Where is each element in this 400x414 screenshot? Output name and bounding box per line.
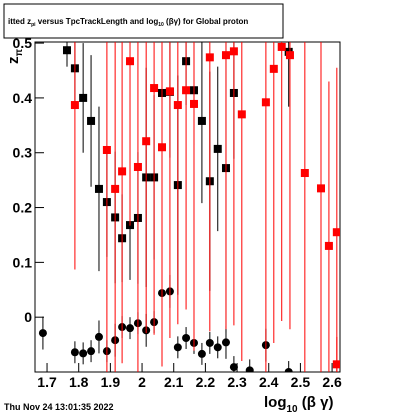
data-point (189, 99, 198, 108)
y-tick-label: 0.5 (13, 35, 33, 51)
data-point (205, 338, 214, 347)
x-tick-label: 2 (138, 374, 146, 390)
data-point (316, 184, 325, 193)
data-point (165, 87, 174, 96)
x-tick-label: 1.8 (69, 374, 89, 390)
title-part: versus TpcTrackLength and log (36, 17, 159, 26)
data-point (213, 144, 222, 153)
data-point (205, 53, 214, 62)
data-point (324, 241, 333, 250)
data-point (150, 84, 159, 93)
data-point (221, 338, 230, 347)
x-tick-label: 2.4 (259, 374, 279, 390)
x-label-sub: 10 (287, 404, 299, 414)
data-point (261, 98, 270, 107)
y-tick-label: 0 (24, 309, 32, 325)
data-point (94, 184, 103, 193)
x-label-part: (β γ) (298, 394, 334, 411)
data-point (87, 116, 96, 125)
axes: 1.7 1.8 1.9 2 2.1 2.2 2.3 2.4 2.5 2.6 0 0.1 0.2 0.3 0.… (13, 35, 342, 390)
y-label-part: z (5, 57, 22, 65)
data-point (94, 332, 103, 341)
data-point (62, 46, 71, 55)
y-tick-label: 0.2 (13, 200, 33, 216)
data-point (300, 169, 309, 178)
data-point (245, 366, 254, 372)
title-sub: 10 (158, 22, 164, 28)
data-area (38, 42, 340, 372)
title-box (3, 3, 284, 39)
data-point (284, 368, 293, 372)
data-point (133, 162, 142, 171)
data-point (221, 51, 230, 60)
data-point (126, 57, 135, 66)
data-point (173, 101, 182, 110)
data-point (158, 143, 167, 152)
x-tick-label: 2.1 (164, 374, 184, 390)
data-point (118, 167, 127, 176)
x-tick-label: 2.2 (196, 374, 216, 390)
y-tick-label: 0.4 (13, 90, 33, 106)
data-point (70, 101, 79, 110)
x-tick-label: 2.6 (322, 374, 342, 390)
x-label-part: log (264, 394, 287, 411)
data-point (182, 86, 191, 95)
data-point (70, 348, 79, 357)
data-point (197, 349, 206, 358)
x-tick-label: 2.3 (227, 374, 247, 390)
y-label-sub: π (14, 49, 25, 57)
data-point (142, 137, 151, 146)
data-point (197, 116, 206, 125)
data-point (237, 110, 246, 119)
data-point (182, 334, 191, 343)
data-point (38, 329, 47, 338)
data-point (229, 363, 238, 372)
data-point (87, 347, 96, 356)
data-point (126, 324, 135, 333)
x-axis-label: log10 (β γ) (264, 394, 333, 414)
title-part: (βγ) for Global proton (164, 17, 249, 26)
footer-date: Thu Nov 24 13:01:35 2022 (4, 402, 114, 412)
data-point (173, 343, 182, 352)
y-axis-label: zπ (5, 49, 25, 65)
y-tick-label: 0.1 (13, 254, 33, 270)
data-point (79, 349, 88, 358)
x-tick-label: 2.5 (291, 374, 311, 390)
data-point (269, 64, 278, 73)
data-point (285, 51, 294, 60)
chart-title: itted zpi versus TpcTrackLength and log1… (8, 17, 248, 28)
x-tick-label: 1.7 (37, 374, 57, 390)
y-tick-label: 0.3 (13, 145, 33, 161)
title-part: itted z (8, 17, 31, 26)
data-point (277, 42, 286, 51)
data-point (213, 343, 222, 352)
data-point (332, 360, 340, 369)
title-sub: pi (31, 22, 36, 28)
data-point (79, 93, 88, 102)
data-point (332, 228, 340, 237)
x-tick-label: 1.9 (101, 374, 121, 390)
data-point (111, 184, 120, 193)
data-point (229, 47, 238, 56)
data-point (102, 145, 111, 154)
